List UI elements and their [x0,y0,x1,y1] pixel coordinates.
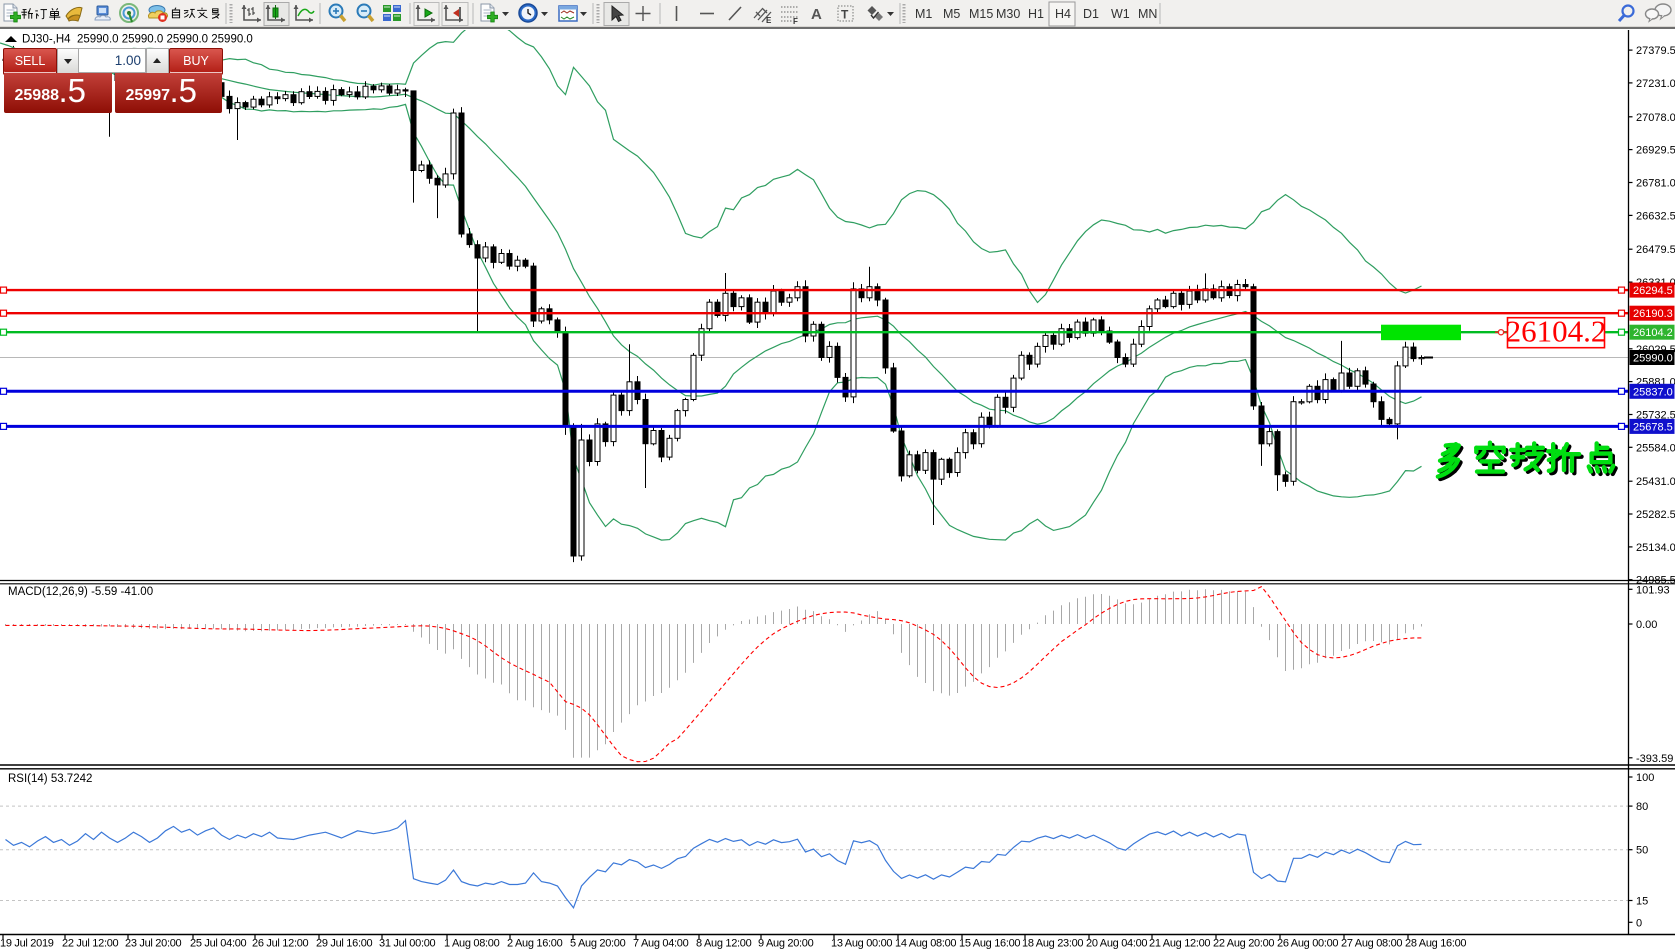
svg-text:25431.0: 25431.0 [1636,476,1675,488]
svg-text:20 Aug 04:00: 20 Aug 04:00 [1086,938,1147,950]
svg-text:100: 100 [1636,772,1654,784]
svg-text:F: F [793,17,798,26]
svg-text:29 Jul 16:00: 29 Jul 16:00 [316,938,373,950]
svg-text:27231.0: 27231.0 [1636,78,1675,90]
svg-text:M1: M1 [915,7,932,21]
svg-text:27379.5: 27379.5 [1636,45,1675,57]
svg-text:31 Jul 00:00: 31 Jul 00:00 [379,938,436,950]
svg-text:M30: M30 [996,7,1020,21]
svg-text:26 Jul 12:00: 26 Jul 12:00 [252,938,309,950]
svg-text:27 Aug 08:00: 27 Aug 08:00 [1341,938,1402,950]
svg-text:21 Aug 12:00: 21 Aug 12:00 [1149,938,1210,950]
svg-text:T: T [841,8,849,22]
svg-text:25282.5: 25282.5 [1636,509,1675,521]
svg-text:MACD(12,26,9) -5.59 -41.00: MACD(12,26,9) -5.59 -41.00 [8,586,153,598]
svg-text:M5: M5 [943,7,960,21]
svg-text:0: 0 [1636,917,1642,929]
svg-text:14 Aug 08:00: 14 Aug 08:00 [895,938,956,950]
svg-text:25990.0: 25990.0 [1633,353,1673,365]
svg-text:26632.5: 26632.5 [1636,210,1675,222]
svg-text:25732.5: 25732.5 [1636,410,1675,422]
svg-text:28 Aug 16:00: 28 Aug 16:00 [1405,938,1466,950]
svg-text:25678.5: 25678.5 [1633,421,1673,433]
svg-text:22 Aug 20:00: 22 Aug 20:00 [1213,938,1274,950]
svg-text:H1: H1 [1028,7,1044,21]
svg-text:15: 15 [1636,896,1648,908]
svg-text:26104.2: 26104.2 [1633,327,1673,339]
svg-text:5 Aug 20:00: 5 Aug 20:00 [570,938,626,950]
svg-text:26104.2: 26104.2 [1506,314,1607,349]
svg-text:101.93: 101.93 [1636,584,1670,596]
svg-text:26479.5: 26479.5 [1636,244,1675,256]
svg-text:9 Aug 20:00: 9 Aug 20:00 [758,938,814,950]
svg-text:27078.0: 27078.0 [1636,112,1675,124]
svg-text:18 Aug 23:00: 18 Aug 23:00 [1022,938,1083,950]
svg-text:26929.5: 26929.5 [1636,145,1675,157]
svg-text:26 Aug 00:00: 26 Aug 00:00 [1277,938,1338,950]
svg-text:25584.0: 25584.0 [1636,442,1675,454]
svg-text:26294.5: 26294.5 [1633,285,1673,297]
svg-text:22 Jul 12:00: 22 Jul 12:00 [62,938,119,950]
svg-text:25134.0: 25134.0 [1636,542,1675,554]
svg-text:7 Aug 04:00: 7 Aug 04:00 [633,938,689,950]
svg-text:24985.5: 24985.5 [1636,575,1675,587]
svg-text:80: 80 [1636,801,1648,813]
svg-text:0.00: 0.00 [1636,619,1657,631]
svg-text:15 Aug 16:00: 15 Aug 16:00 [959,938,1020,950]
svg-text:A: A [811,6,822,23]
svg-text:-393.59: -393.59 [1636,753,1673,765]
svg-text:50: 50 [1636,845,1648,857]
svg-text:1 Aug 08:00: 1 Aug 08:00 [444,938,500,950]
svg-text:E: E [766,16,772,25]
svg-text:DJ30-,H4 25990.0 25990.0 2599: DJ30-,H4 25990.0 25990.0 25990.0 25990.0 [22,34,253,46]
svg-text:13 Aug 00:00: 13 Aug 00:00 [831,938,892,950]
svg-text:2 Aug 16:00: 2 Aug 16:00 [507,938,563,950]
svg-text:25 Jul 04:00: 25 Jul 04:00 [190,938,247,950]
svg-text:26190.3: 26190.3 [1633,308,1673,320]
svg-text:D1: D1 [1083,7,1099,21]
svg-text:19 Jul 2019: 19 Jul 2019 [0,938,54,950]
svg-text:MN: MN [1138,7,1157,21]
svg-text:M15: M15 [969,7,993,21]
svg-text:RSI(14) 53.7242: RSI(14) 53.7242 [8,773,92,785]
svg-text:26781.0: 26781.0 [1636,178,1675,190]
svg-text:23 Jul 20:00: 23 Jul 20:00 [125,938,182,950]
svg-text:8 Aug 12:00: 8 Aug 12:00 [696,938,752,950]
svg-text:H4: H4 [1055,7,1071,21]
svg-text:25837.0: 25837.0 [1633,386,1673,398]
svg-text:W1: W1 [1111,7,1130,21]
